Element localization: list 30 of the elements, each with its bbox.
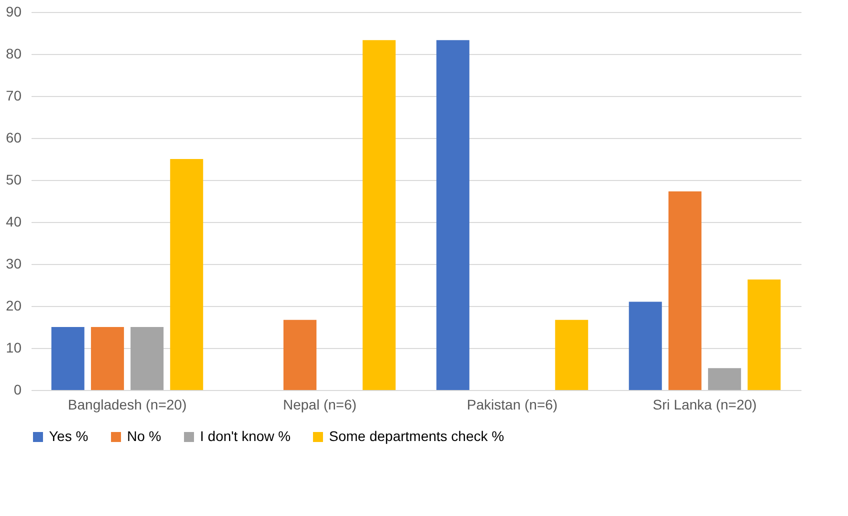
x-tick-label: Sri Lanka (n=20) (652, 396, 757, 412)
legend-label: Some departments check % (329, 428, 504, 444)
bar (362, 40, 396, 390)
bar (90, 327, 124, 390)
bar (555, 320, 588, 390)
y-tick-label: 40 (6, 214, 22, 230)
bar (628, 302, 662, 390)
x-tick-label: Pakistan (n=6) (466, 396, 558, 412)
x-tick-label: Nepal (n=6) (282, 396, 357, 412)
bar (51, 327, 84, 390)
bar (668, 191, 702, 390)
y-tick-label: 70 (6, 88, 22, 104)
bar (283, 320, 316, 390)
y-tick-label: 80 (6, 46, 22, 62)
bar (130, 327, 164, 390)
y-tick-label: 50 (6, 172, 22, 188)
y-tick-label: 10 (6, 340, 22, 356)
y-tick-label: 90 (6, 4, 22, 20)
bar (748, 280, 781, 390)
y-tick-label: 20 (6, 298, 22, 314)
legend-label: Yes % (49, 428, 88, 444)
x-tick-label: Bangladesh (n=20) (68, 396, 187, 412)
bar (170, 159, 204, 390)
y-tick-label: 30 (6, 256, 22, 272)
legend-label: I don't know % (200, 428, 291, 444)
y-tick-label: 0 (14, 382, 22, 398)
bar (436, 40, 470, 390)
legend-label: No % (127, 428, 162, 444)
bar (708, 368, 742, 390)
y-tick-label: 60 (6, 130, 22, 146)
